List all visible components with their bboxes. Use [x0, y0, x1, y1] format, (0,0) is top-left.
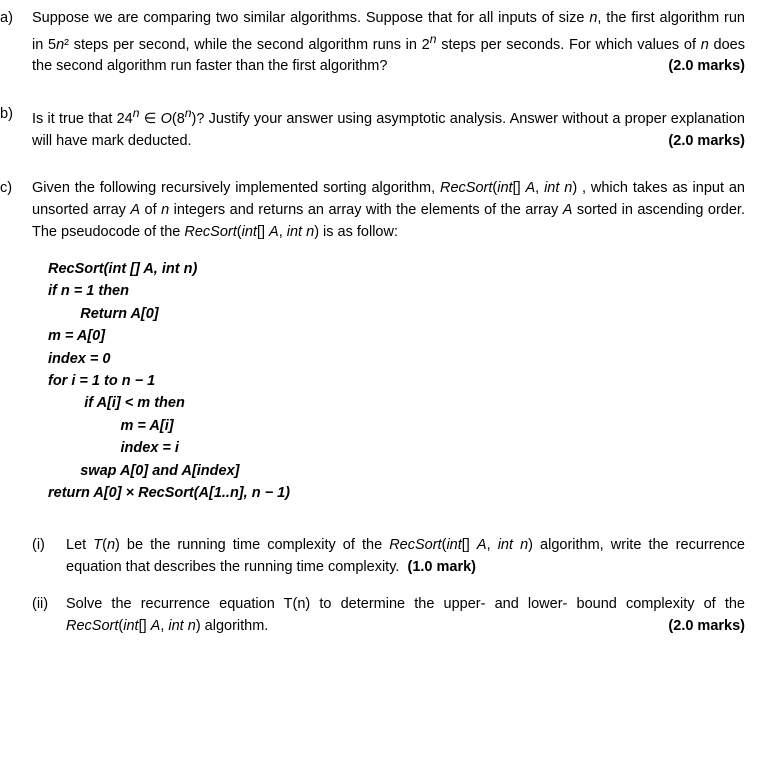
question-c-label: c): [0, 178, 24, 637]
question-c-i: (i) Let T(n) be the running time complex…: [32, 535, 745, 579]
question-c-ii-marks: (2.0 marks): [668, 616, 745, 638]
question-c-ii-label: (ii): [32, 594, 66, 638]
pseudo-line-8: m = A[i]: [48, 415, 745, 437]
question-a-body: Suppose we are comparing two similar alg…: [24, 8, 745, 78]
question-c-i-body: Let T(n) be the running time complexity …: [66, 535, 745, 579]
pseudo-line-10: swap A[0] and A[index]: [48, 460, 745, 482]
question-a-marks: (2.0 marks): [668, 56, 745, 78]
pseudo-line-6: for i = 1 to n − 1: [48, 370, 745, 392]
question-c-i-marks: (1.0 mark): [407, 559, 476, 575]
question-a-label: a): [0, 8, 24, 78]
pseudo-line-9: index = i: [48, 437, 745, 459]
pseudo-line-4: m = A[0]: [48, 325, 745, 347]
pseudo-line-11: return A[0] × RecSort(A[1..n], n − 1): [48, 482, 745, 504]
question-a: a) Suppose we are comparing two similar …: [0, 8, 745, 78]
question-c-intro: Given the following recursively implemen…: [32, 178, 745, 243]
question-b: b) Is it true that 24n ∈ O(8n)? Justify …: [0, 104, 745, 152]
pseudo-line-2: if n = 1 then: [48, 280, 745, 302]
question-c-ii-body: Solve the recurrence equation T(n) to de…: [66, 594, 745, 638]
exam-page: a) Suppose we are comparing two similar …: [0, 0, 767, 662]
pseudo-line-1: RecSort(int [] A, int n): [48, 258, 745, 280]
question-b-marks: (2.0 marks): [668, 131, 745, 153]
question-c: c) Given the following recursively imple…: [0, 178, 745, 637]
question-b-body: Is it true that 24n ∈ O(8n)? Justify you…: [24, 104, 745, 152]
question-c-body: Given the following recursively implemen…: [24, 178, 745, 637]
pseudo-line-5: index = 0: [48, 348, 745, 370]
question-c-ii: (ii) Solve the recurrence equation T(n) …: [32, 594, 745, 638]
question-b-label: b): [0, 104, 24, 152]
question-c-i-label: (i): [32, 535, 66, 579]
pseudo-line-7: if A[i] < m then: [48, 392, 745, 414]
pseudo-line-3: Return A[0]: [48, 303, 745, 325]
pseudocode-block: RecSort(int [] A, int n) if n = 1 then R…: [48, 258, 745, 505]
